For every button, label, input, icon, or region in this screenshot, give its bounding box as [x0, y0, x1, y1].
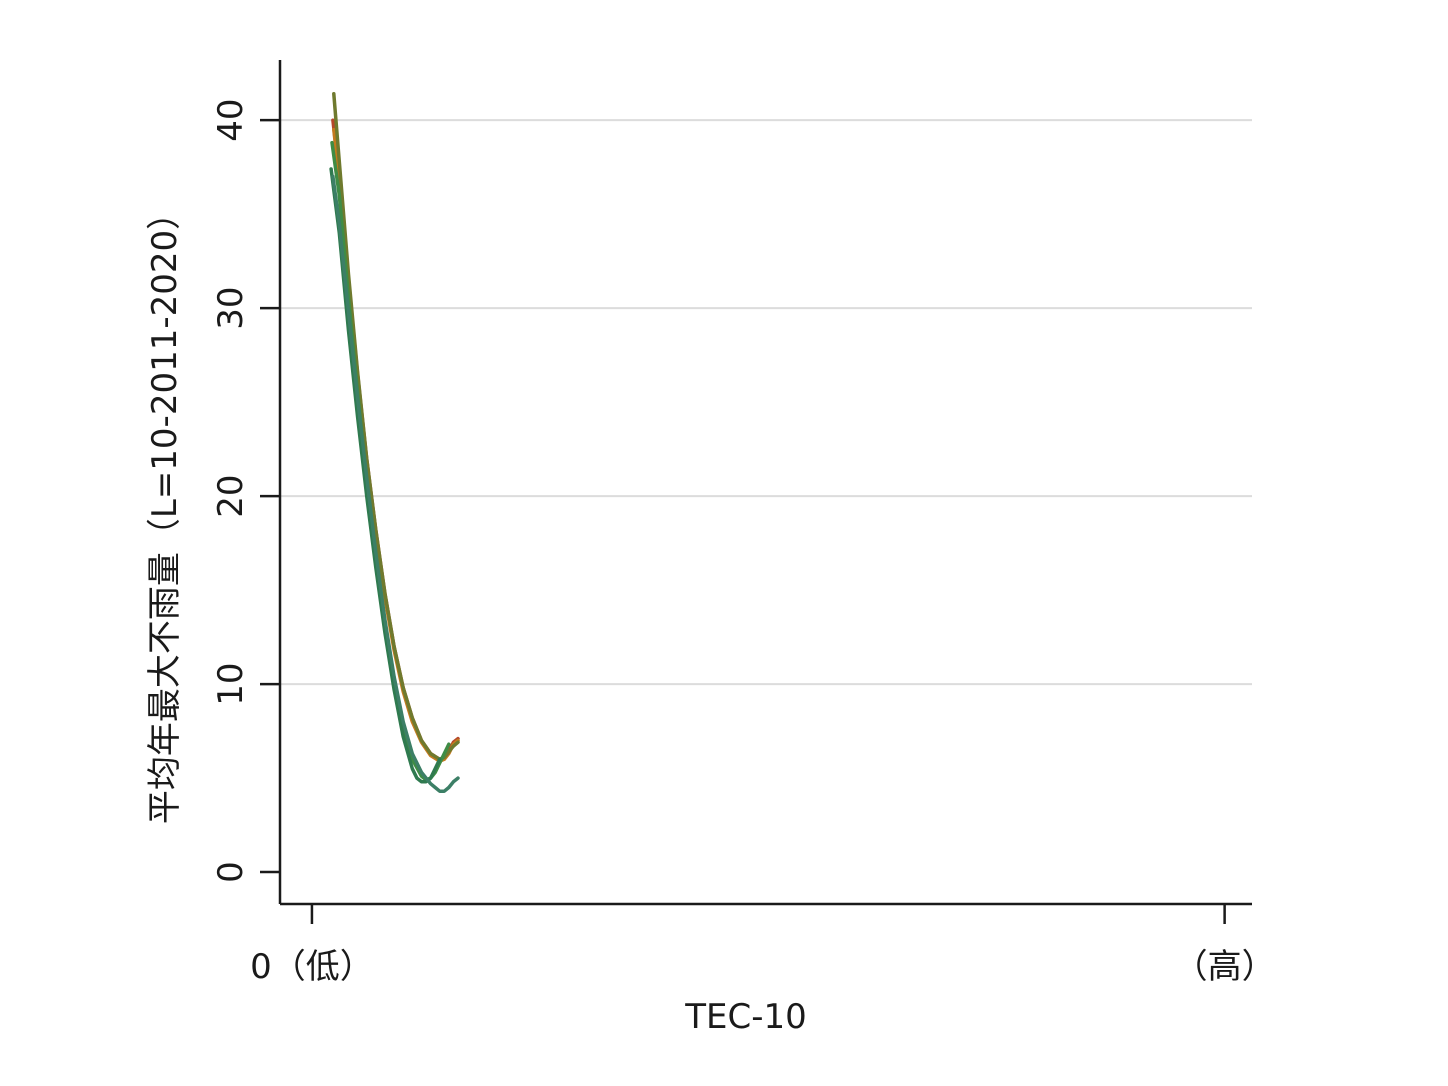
series-line-2	[332, 127, 460, 763]
series-lines	[329, 92, 460, 793]
y-ticks: 0 10 20 30 40	[211, 99, 280, 883]
series-line-3	[332, 92, 460, 762]
y-tick-label-40: 40	[211, 99, 251, 142]
y-tick-label-0: 0	[211, 861, 251, 883]
y-tick-label-30: 30	[211, 286, 251, 329]
x-ticks: 0（低） （高）	[250, 904, 1276, 987]
y-tick-label-20: 20	[211, 474, 251, 517]
x-tick-label-0: 0（低）	[250, 947, 374, 987]
axes	[278, 60, 1252, 906]
y-axis-title: 平均年最大不雨量（L=10-2011-2020）	[145, 196, 185, 824]
y-tick-label-10: 10	[211, 662, 251, 705]
gridlines	[280, 119, 1252, 686]
series-line-6	[331, 174, 460, 793]
x-axis-title: TEC-10	[684, 997, 807, 1037]
x-tick-label-1: （高）	[1174, 947, 1276, 987]
